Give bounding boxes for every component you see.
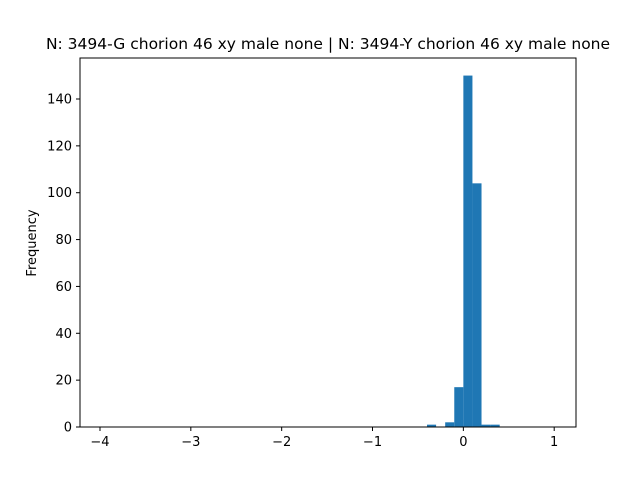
histogram-bar-2: [454, 387, 464, 427]
histogram-bar-1: [445, 422, 455, 427]
y-tick-label: 60: [55, 280, 72, 295]
histogram-bar-5: [481, 424, 491, 427]
histogram-bar-6: [490, 424, 500, 427]
x-tick-label: 1: [550, 435, 558, 450]
histogram-bar-3: [463, 75, 473, 427]
x-axis-ticks: −4 −3 −2 −1 0 1: [90, 427, 558, 450]
y-tick-label: 120: [47, 139, 72, 154]
histogram-bars: [427, 75, 500, 427]
y-tick-label: 140: [47, 93, 72, 108]
y-axis-ticks: 0 20 40 60 80 100 120 140: [47, 93, 80, 436]
y-tick-label: 0: [64, 421, 72, 436]
y-tick-label: 20: [55, 374, 72, 389]
y-tick-label: 100: [47, 186, 72, 201]
y-tick-label: 40: [55, 327, 72, 342]
plot-frame: [79, 57, 577, 428]
x-tick-label: −4: [90, 435, 109, 450]
histogram-bar-0: [427, 424, 437, 427]
x-tick-label: 0: [459, 435, 467, 450]
x-tick-label: −2: [272, 435, 291, 450]
x-tick-label: −3: [181, 435, 200, 450]
histogram-bar-4: [472, 183, 482, 427]
chart-title: N: 3494-G chorion 46 xy male none | N: 3…: [46, 35, 610, 53]
x-tick-label: −1: [363, 435, 382, 450]
y-axis-label: Frequency: [25, 209, 40, 276]
y-tick-label: 80: [55, 233, 72, 248]
